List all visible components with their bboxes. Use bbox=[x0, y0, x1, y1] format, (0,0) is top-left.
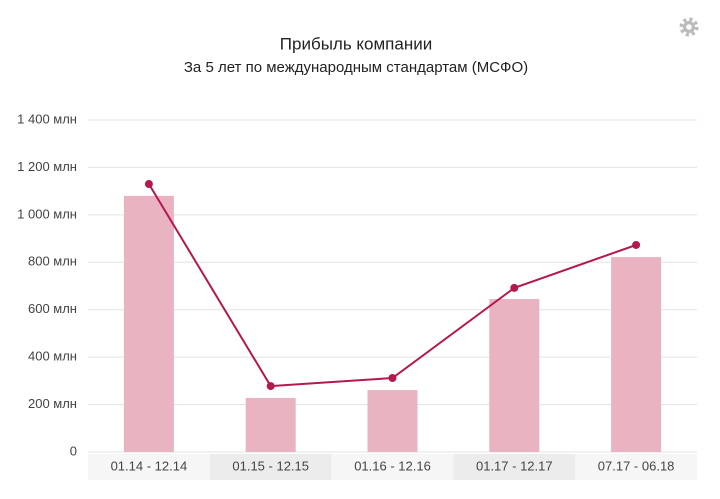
bar bbox=[489, 299, 540, 452]
x-tick-label: 01.14 - 12.14 bbox=[111, 458, 188, 473]
line bbox=[148, 183, 637, 388]
x-tick-label: 01.16 - 12.16 bbox=[354, 458, 431, 473]
chart-subtitle: За 5 лет по международным стандартам (МС… bbox=[184, 59, 528, 76]
y-tick-label: 1 400 млн bbox=[17, 111, 77, 126]
line-point bbox=[388, 374, 397, 383]
y-tick-label: 600 млн bbox=[28, 301, 77, 316]
x-tick-label: 07.17 - 06.18 bbox=[598, 458, 675, 473]
y-tick-label: 0 bbox=[70, 443, 77, 458]
y-tick-label: 800 млн bbox=[28, 254, 77, 269]
chart-title: Прибыль компании bbox=[280, 34, 432, 53]
x-tick-label: 01.17 - 12.17 bbox=[476, 458, 553, 473]
gear-hole bbox=[686, 24, 692, 30]
gear-teeth bbox=[679, 17, 699, 37]
category-band bbox=[453, 454, 576, 480]
category-band bbox=[88, 454, 210, 480]
bar bbox=[123, 195, 174, 452]
bar bbox=[245, 397, 296, 452]
bar bbox=[611, 257, 662, 452]
y-tick-label: 1 000 млн bbox=[17, 206, 77, 221]
y-tick-label: 1 200 млн bbox=[17, 159, 77, 174]
category-band bbox=[575, 454, 697, 480]
category-band bbox=[331, 454, 454, 480]
x-tick-label: 01.15 - 12.15 bbox=[232, 458, 309, 473]
y-tick-label: 400 млн bbox=[28, 349, 77, 364]
line-point bbox=[144, 180, 153, 189]
line-point bbox=[632, 240, 641, 249]
category-band bbox=[209, 454, 332, 480]
bar bbox=[367, 390, 418, 452]
settings-icon[interactable] bbox=[679, 17, 699, 37]
line-point bbox=[266, 382, 275, 391]
y-tick-label: 200 млн bbox=[28, 396, 77, 411]
line-point bbox=[510, 283, 519, 292]
